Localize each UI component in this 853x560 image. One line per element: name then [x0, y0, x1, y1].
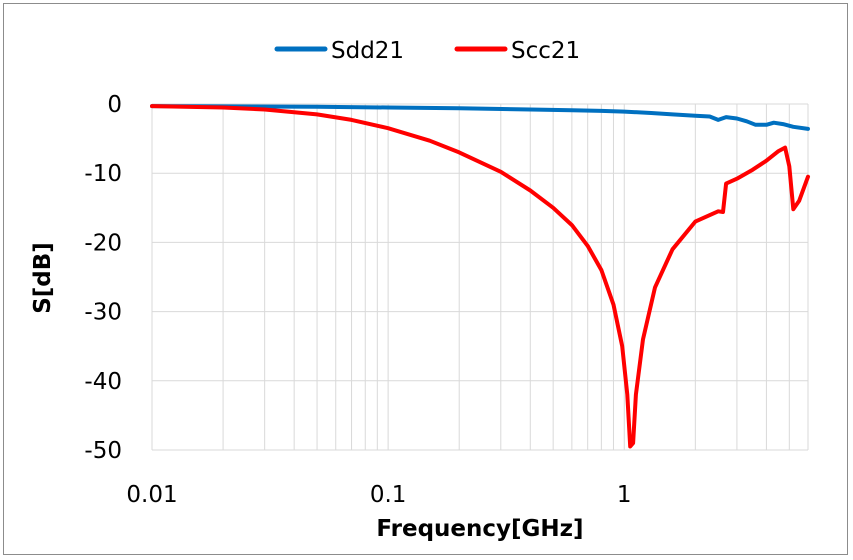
x-tick-label: 0.01 [126, 482, 177, 508]
series-layer [150, 104, 810, 449]
y-tick-label: -50 [84, 438, 122, 464]
y-axis-title: S[dB] [30, 242, 56, 314]
series-line-sdd21 [150, 104, 810, 131]
series-line-scc21 [150, 104, 810, 449]
legend-label-sdd21: Sdd21 [331, 38, 404, 64]
y-tick-label: -40 [84, 369, 122, 395]
legend-label-scc21: Scc21 [511, 38, 580, 64]
chart-frame [3, 3, 848, 555]
x-tick-label: 1 [617, 482, 632, 508]
x-tick-label: 0.1 [370, 482, 407, 508]
grid [151, 103, 809, 451]
tick-labels: 0 -10 -20 -30 -40 -500.01 0.1 1 [84, 92, 631, 508]
y-tick-label: -10 [84, 161, 122, 187]
y-tick-label: 0 [107, 92, 122, 118]
x-axis-title: Frequency[GHz] [376, 516, 583, 542]
legend: Sdd21 Scc21 [274, 38, 580, 64]
y-tick-label: -20 [84, 230, 122, 256]
y-tick-label: -30 [84, 300, 122, 326]
